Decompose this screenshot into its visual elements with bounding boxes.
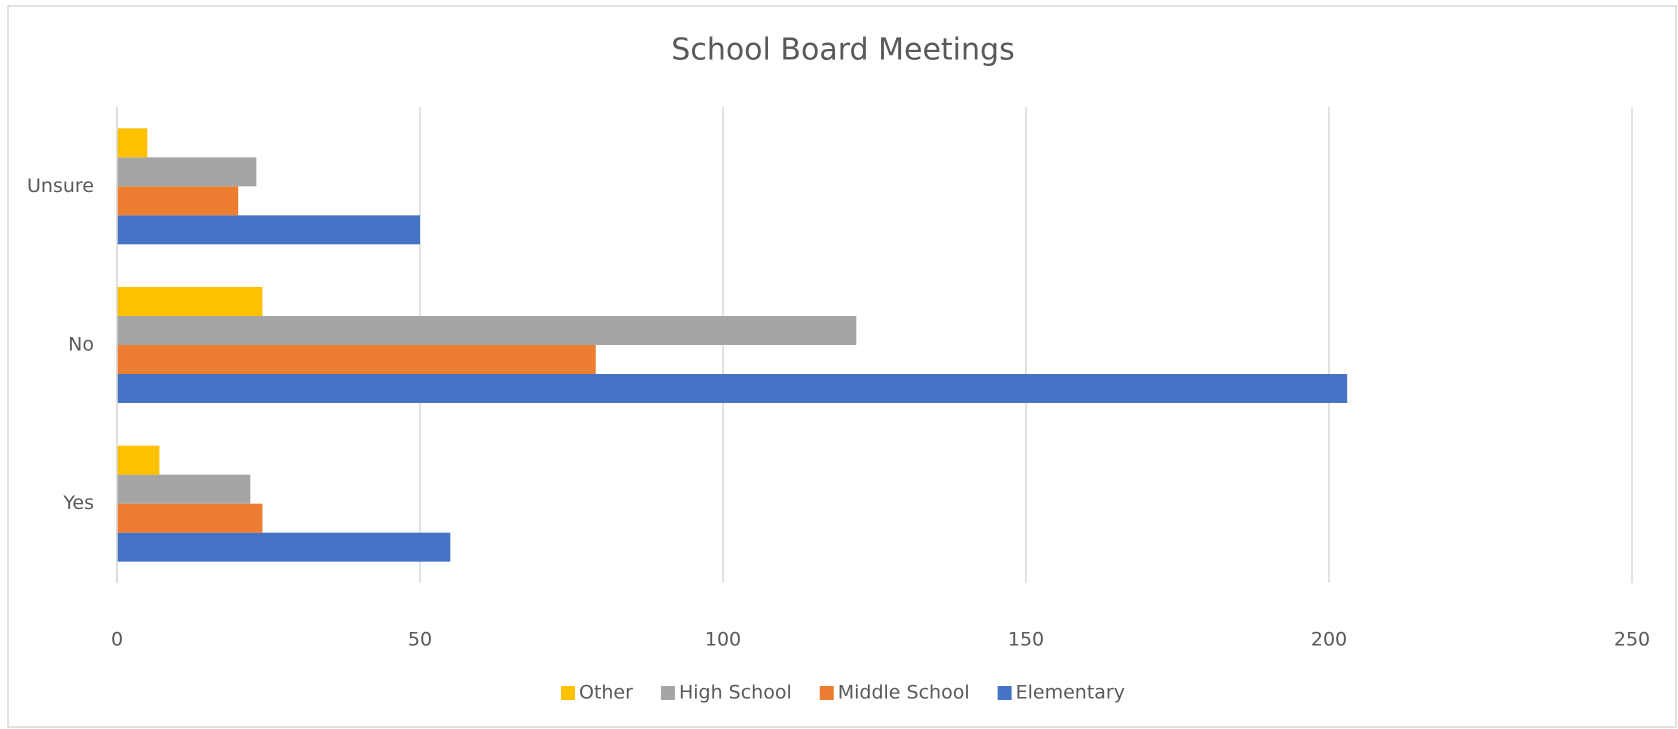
legend-swatch	[560, 686, 575, 700]
bar	[117, 445, 160, 475]
bar	[117, 128, 148, 158]
bar	[117, 287, 263, 316]
x-tick-label: 100	[705, 629, 741, 651]
x-tick-label: 200	[1311, 629, 1347, 651]
legend-label: Elementary	[1016, 682, 1125, 704]
legend-swatch	[819, 686, 834, 700]
x-tick-label: 50	[408, 629, 432, 651]
y-tick-label: Unsure	[27, 175, 94, 197]
y-tick-label: Yes	[62, 492, 94, 514]
x-tick-label: 250	[1614, 629, 1650, 651]
bar	[117, 374, 1348, 403]
bar	[117, 474, 251, 504]
bar	[117, 532, 451, 562]
bar	[117, 186, 239, 216]
legend-label: Other	[579, 682, 633, 704]
x-tick-label: 0	[111, 629, 123, 651]
legend-label: High School	[679, 682, 792, 704]
legend-swatch	[997, 686, 1012, 700]
bar	[117, 215, 420, 245]
bar	[117, 345, 596, 374]
legend-label: Middle School	[838, 682, 970, 704]
bar	[117, 503, 263, 533]
y-tick-label: No	[68, 334, 94, 356]
legend-swatch	[660, 686, 675, 700]
bar	[117, 316, 857, 345]
bar	[117, 157, 257, 187]
x-tick-label: 150	[1008, 629, 1044, 651]
chart-title: School Board Meetings	[671, 33, 1014, 68]
